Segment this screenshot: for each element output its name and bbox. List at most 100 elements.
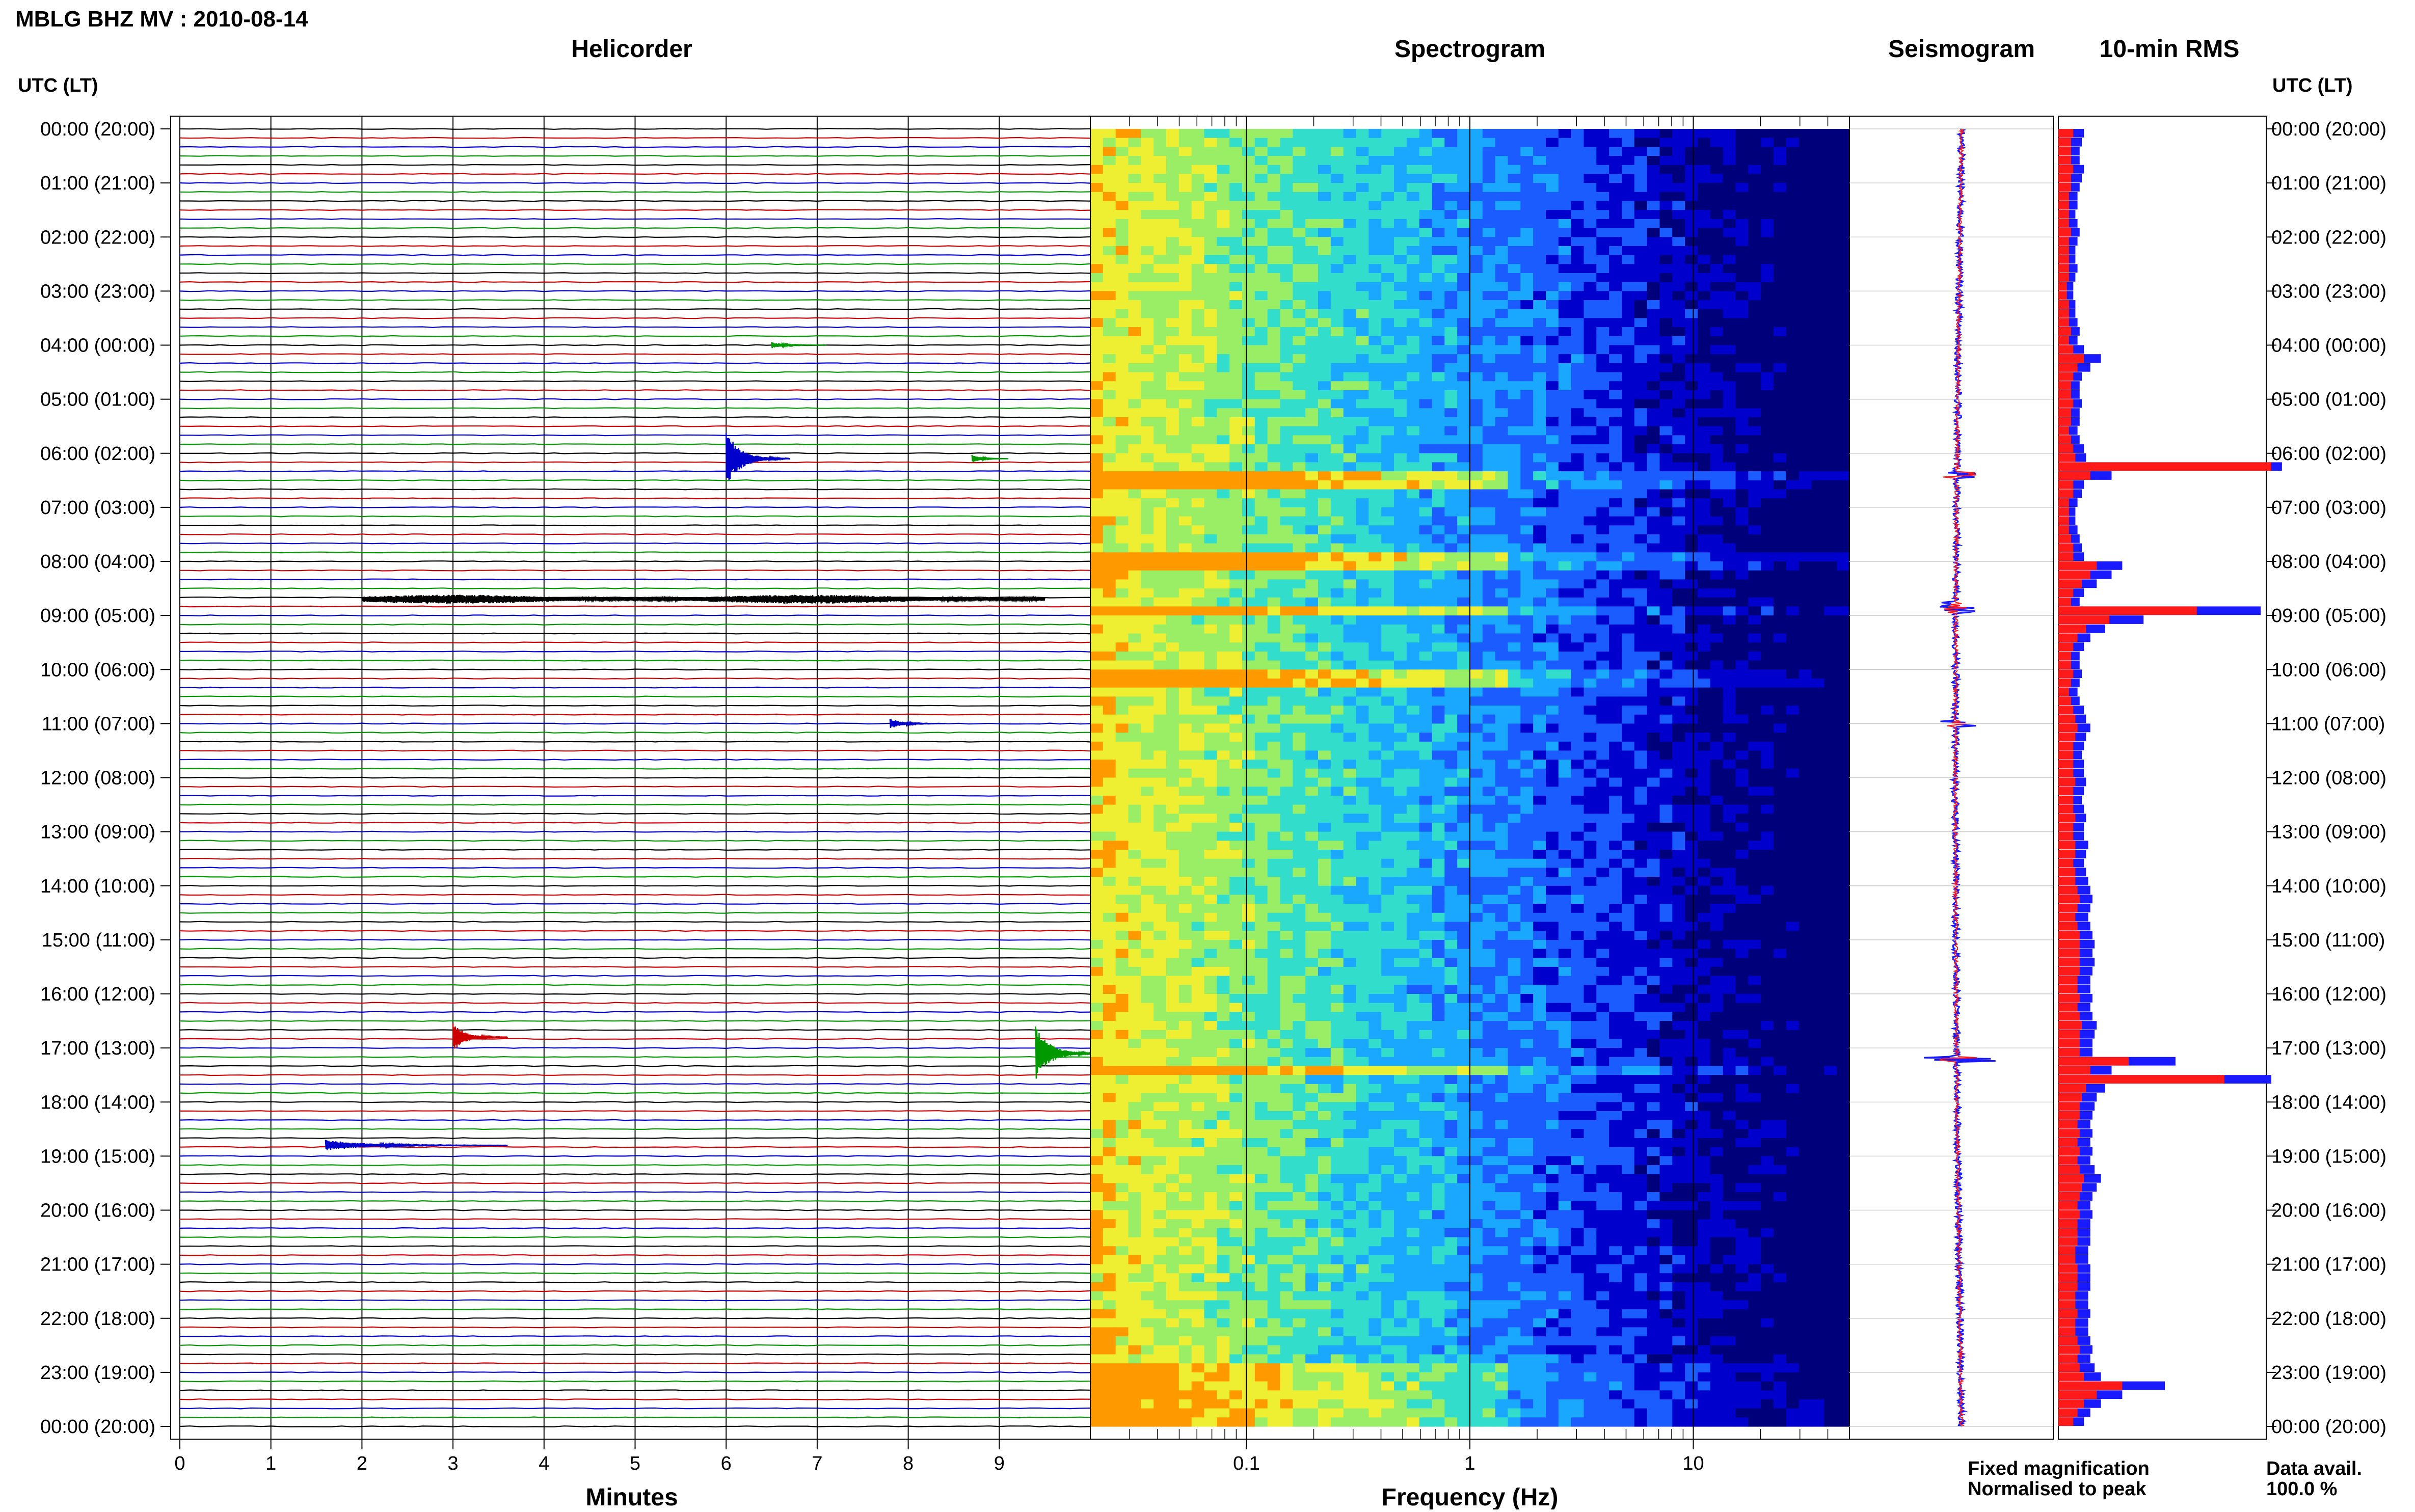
spectrogram-cell: [1331, 228, 1344, 237]
spectrogram-cell: [1660, 598, 1673, 607]
spectrogram-cell: [1520, 796, 1533, 805]
spectrogram-cell: [1546, 417, 1559, 426]
spectrogram-cell: [1634, 282, 1647, 291]
spectrogram-cell: [1356, 318, 1369, 327]
spectrogram-cell: [1268, 723, 1280, 733]
spectrogram-cell: [1293, 832, 1305, 841]
spectrogram-cell: [1710, 300, 1723, 309]
spectrogram-cell: [1394, 318, 1407, 327]
spectrogram-cell: [1710, 796, 1723, 805]
spectrogram-cell: [1407, 750, 1419, 760]
spectrogram-cell: [1153, 174, 1166, 183]
spectrogram-cell: [1495, 255, 1508, 264]
spectrogram-cell: [1090, 228, 1103, 237]
spectrogram-cell: [1660, 588, 1673, 598]
spectrogram-cell: [1609, 309, 1622, 318]
spectrogram-cell: [1103, 750, 1116, 760]
spectrogram-cell: [1141, 480, 1153, 490]
spectrogram-cell: [1748, 579, 1761, 588]
spectrogram-cell: [1407, 760, 1419, 769]
spectrogram-cell: [1761, 264, 1774, 273]
spectrogram-cell: [1710, 642, 1723, 652]
spectrogram-cell: [1761, 679, 1774, 688]
spectrogram-cell: [1129, 219, 1141, 228]
spectrogram-cell: [1419, 588, 1432, 598]
spectrogram-cell: [1672, 255, 1685, 264]
spectrogram-cell: [1381, 606, 1394, 615]
spectrogram-cell: [1381, 453, 1394, 463]
spectrogram-cell: [1166, 787, 1179, 796]
spectrogram-cell: [1344, 841, 1356, 850]
spectrogram-cell: [1824, 823, 1837, 832]
spectrogram-cell: [1786, 652, 1799, 661]
spectrogram-cell: [1444, 381, 1457, 390]
spectrogram-cell: [1748, 435, 1761, 444]
spectrogram-cell: [1824, 733, 1837, 742]
spectrogram-cell: [1634, 480, 1647, 490]
spectrogram-cell: [1381, 444, 1394, 453]
spectrogram-cell: [1698, 760, 1710, 769]
spectrogram-cell: [1192, 444, 1204, 453]
spectrogram-cell: [1255, 769, 1268, 778]
spectrogram-cell: [1748, 706, 1761, 715]
spectrogram-cell: [1698, 733, 1710, 742]
spectrogram-cell: [1647, 156, 1660, 165]
spectrogram-cell: [1786, 733, 1799, 742]
spectrogram-cell: [1331, 823, 1344, 832]
spectrogram-cell: [1103, 219, 1116, 228]
spectrogram-cell: [1609, 769, 1622, 778]
spectrogram-cell: [1305, 300, 1318, 309]
spectrogram-cell: [1748, 598, 1761, 607]
spectrogram-cell: [1141, 787, 1153, 796]
spectrogram-cell: [1685, 336, 1698, 345]
spectrogram-cell: [1407, 796, 1419, 805]
spectrogram-cell: [1546, 192, 1559, 201]
spectrogram-cell: [1634, 165, 1647, 174]
spectrogram-cell: [1166, 706, 1179, 715]
spectrogram-cell: [1204, 661, 1217, 670]
spectrogram-cell: [1559, 769, 1571, 778]
spectrogram-cell: [1280, 490, 1293, 499]
spectrogram-cell: [1444, 579, 1457, 588]
spectrogram-cell: [1736, 615, 1749, 625]
spectrogram-cell: [1483, 444, 1495, 453]
spectrogram-cell: [1242, 661, 1255, 670]
spectrogram-cell: [1748, 210, 1761, 219]
spectrogram-cell: [1293, 201, 1305, 210]
spectrogram-cell: [1559, 381, 1571, 390]
spectrogram-cell: [1723, 490, 1736, 499]
spectrogram-cell: [1331, 435, 1344, 444]
spectrogram-cell: [1483, 336, 1495, 345]
spectrogram-cell: [1293, 210, 1305, 219]
spectrogram-cell: [1634, 688, 1647, 697]
spectrogram-cell: [1318, 706, 1331, 715]
spectrogram-cell: [1129, 264, 1141, 273]
spectrogram-cell: [1710, 561, 1723, 571]
spectrogram-cell: [1129, 147, 1141, 156]
spectrogram-cell: [1559, 471, 1571, 480]
spectrogram-cell: [1698, 417, 1710, 426]
spectrogram-cell: [1141, 408, 1153, 417]
spectrogram-cell: [1407, 561, 1419, 571]
spectrogram-cell: [1609, 237, 1622, 246]
helicorder-trace: [180, 876, 1090, 877]
spectrogram-cell: [1470, 706, 1483, 715]
spectrogram-cell: [1369, 282, 1381, 291]
spectrogram-cell: [1609, 733, 1622, 742]
spectrogram-cell: [1672, 399, 1685, 409]
spectrogram-cell: [1774, 273, 1786, 282]
spectrogram-cell: [1786, 498, 1799, 507]
spectrogram-cell: [1546, 706, 1559, 715]
spectrogram-cell: [1723, 669, 1736, 679]
spectrogram-cell: [1483, 750, 1495, 760]
spectrogram-cell: [1786, 679, 1799, 688]
spectrogram-cell: [1508, 561, 1521, 571]
spectrogram-cell: [1381, 345, 1394, 355]
spectrogram-cell: [1432, 147, 1445, 156]
spectrogram-cell: [1736, 750, 1749, 760]
spectrogram-cell: [1444, 552, 1457, 561]
spectrogram-cell: [1192, 661, 1204, 670]
spectrogram-cell: [1470, 733, 1483, 742]
spectrogram-cell: [1457, 642, 1470, 652]
spectrogram-cell: [1305, 652, 1318, 661]
